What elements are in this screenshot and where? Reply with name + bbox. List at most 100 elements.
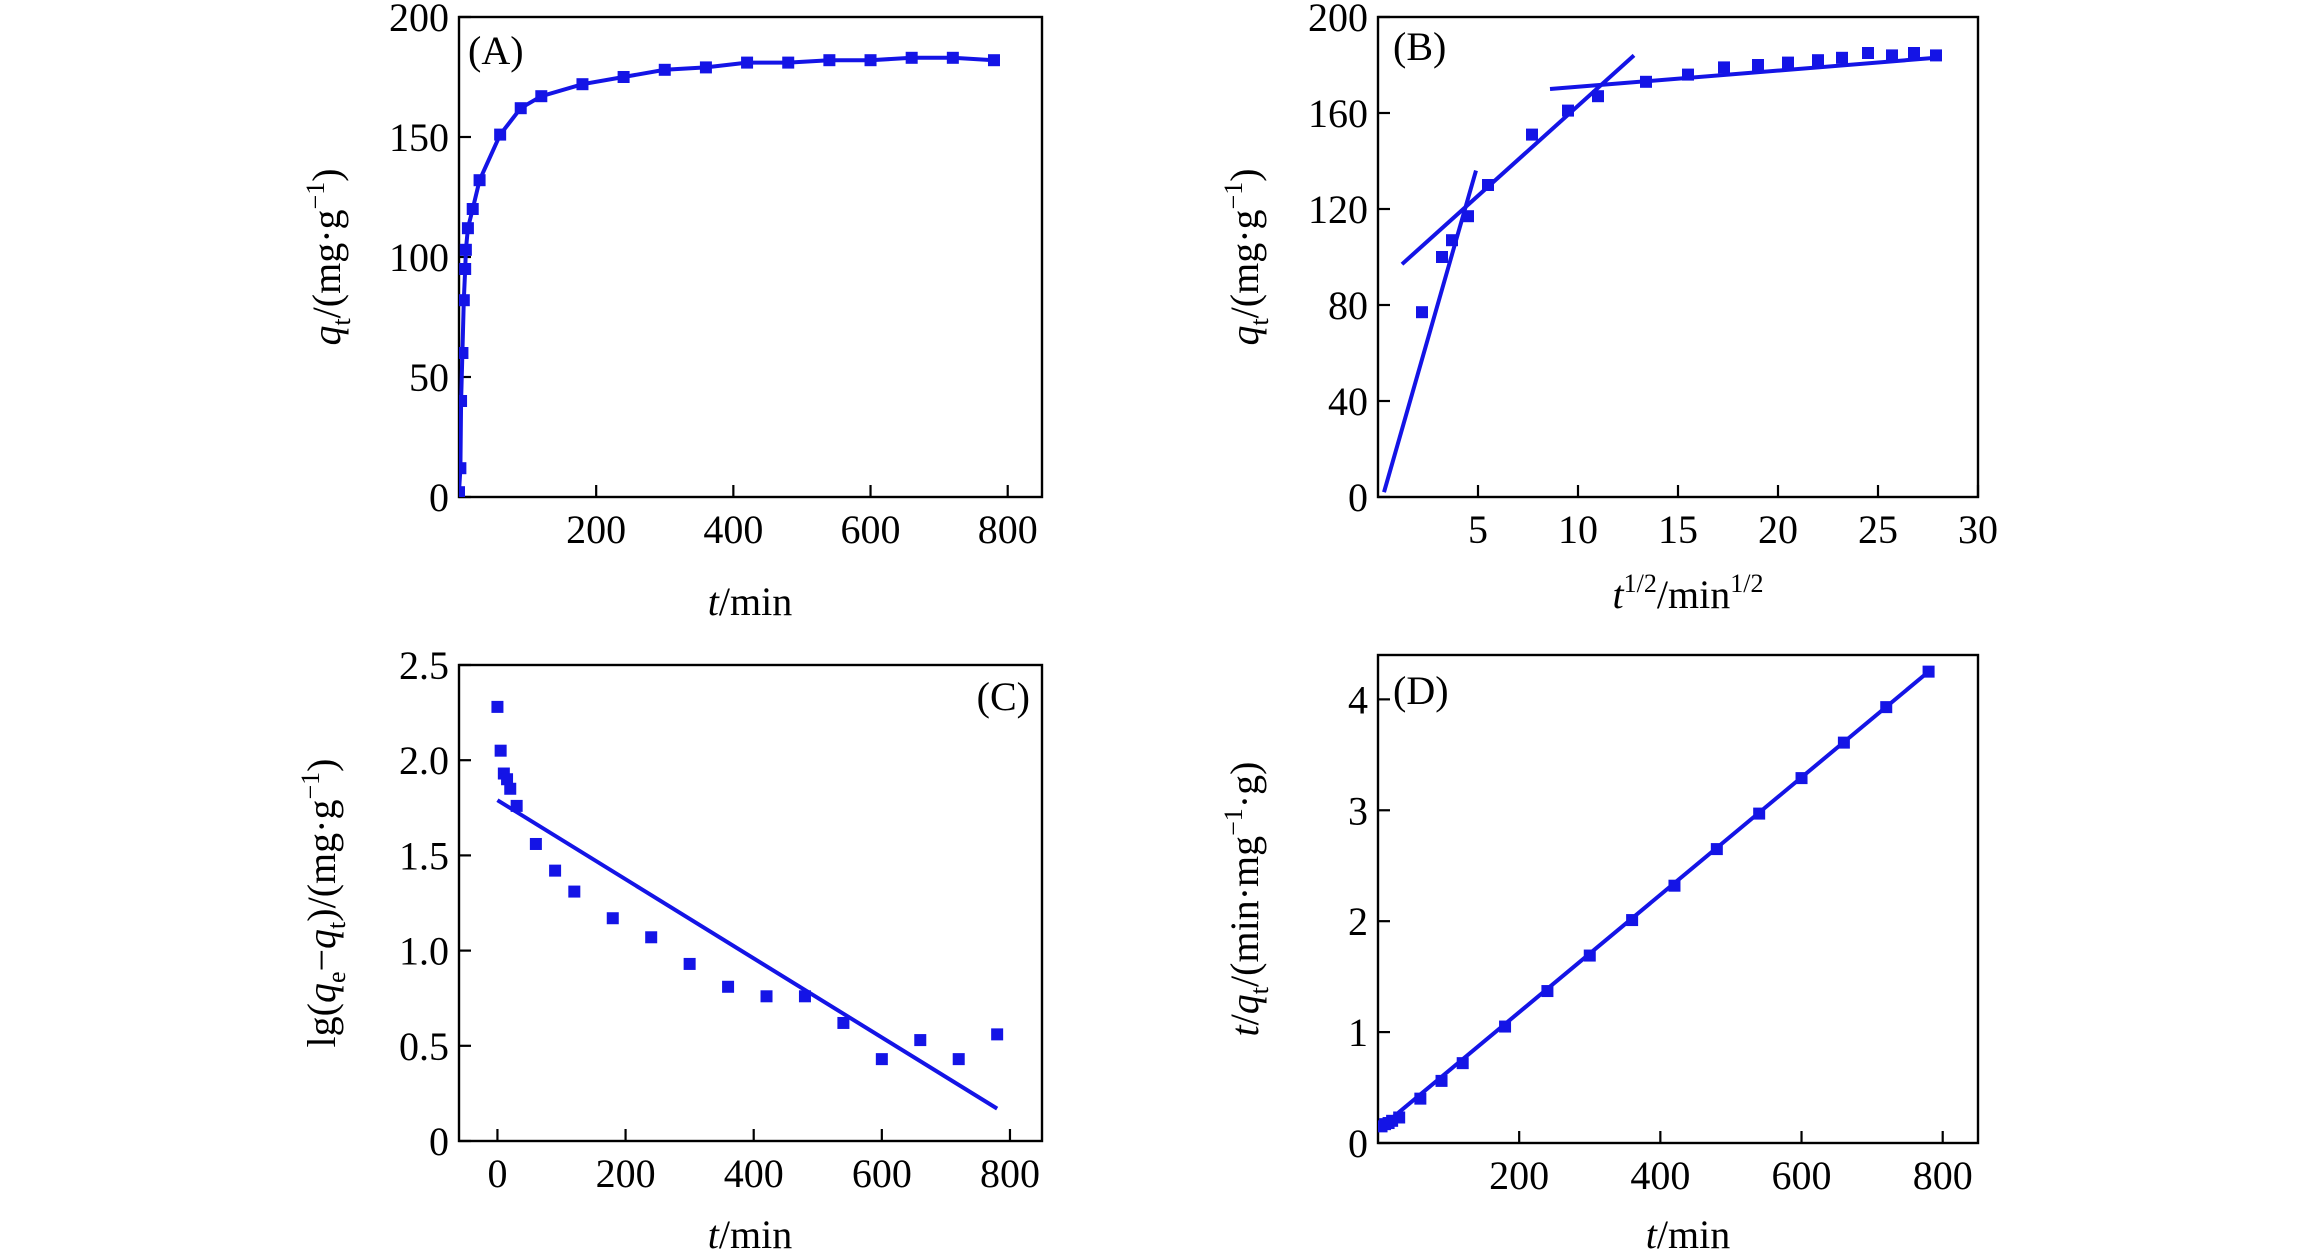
y-axis-title: qt/(mg·g−1) — [1219, 168, 1274, 345]
data-point — [798, 990, 811, 1003]
data-point — [1626, 914, 1639, 927]
x-axis: 200 400 600 800 — [1489, 1131, 1973, 1198]
y-axis-title: t/qt/(min·mg−1·g) — [1219, 762, 1274, 1037]
panel-label: (D) — [1393, 668, 1449, 713]
y-tick-label: 100 — [389, 235, 449, 280]
data-point — [549, 864, 562, 877]
data-point — [1462, 210, 1474, 223]
data-point — [459, 294, 470, 307]
panel-a: 200 400 600 800 0 50 100 150 200 (A) t/min qt/(mg·g… — [301, 0, 1044, 624]
y-tick-label: 40 — [1328, 379, 1368, 424]
y-tick-label: 2.5 — [399, 643, 449, 688]
y-tick-label: 0 — [1348, 475, 1368, 520]
x-tick-label: 30 — [1958, 507, 1998, 552]
y-tick-label: 0 — [429, 1119, 449, 1164]
y-tick-label: 3 — [1348, 788, 1368, 833]
x-tick-label: 5 — [1468, 507, 1488, 552]
data-point — [1668, 879, 1681, 892]
x-tick-label: 800 — [980, 1151, 1040, 1196]
y-tick-label: 1.0 — [399, 929, 449, 974]
data-point — [1562, 104, 1574, 117]
data-point — [991, 1028, 1004, 1041]
data-point — [1837, 736, 1850, 749]
plot-area — [1382, 47, 1942, 493]
data-point — [1753, 807, 1766, 820]
data-point — [1682, 68, 1694, 81]
data-point — [1836, 51, 1848, 64]
data-point — [1583, 949, 1596, 962]
x-tick-label: 800 — [1913, 1153, 1973, 1198]
plot-frame — [457, 15, 1044, 499]
x-axis-title: t1/2/min1/2 — [1613, 569, 1764, 617]
x-axis: 5 10 15 20 25 30 — [1468, 485, 1998, 552]
y-axis-title: lg(qe−qt)/(mg·g−1) — [296, 759, 351, 1048]
x-axis-title: t/min — [1646, 1212, 1730, 1257]
data-point — [946, 51, 959, 64]
y-tick-label: 2 — [1348, 899, 1368, 944]
panel-label: (B) — [1393, 24, 1446, 69]
x-tick-label: 200 — [596, 1151, 656, 1196]
data-point — [1456, 1057, 1469, 1070]
data-point — [1526, 128, 1538, 141]
data-point — [491, 700, 504, 713]
y-tick-label: 120 — [1308, 187, 1368, 232]
data-point — [459, 243, 472, 256]
y-axis-title: qt/(mg·g−1) — [301, 168, 356, 345]
data-point — [645, 931, 658, 944]
data-point — [1435, 1074, 1448, 1087]
x-tick-label: 0 — [487, 1151, 507, 1196]
plot-frame — [1376, 653, 1980, 1145]
data-point — [494, 744, 507, 757]
x-axis-title: t/min — [708, 1212, 792, 1257]
data-point — [1812, 54, 1824, 67]
panel-label: (A) — [468, 28, 524, 73]
panel-label: (C) — [977, 674, 1030, 719]
data-point — [1436, 251, 1448, 263]
y-axis: 0 40 80 120 160 200 — [1308, 0, 1390, 520]
data-point — [510, 799, 523, 812]
y-tick-label: 150 — [389, 115, 449, 160]
data-point — [1886, 49, 1898, 62]
data-point — [914, 1034, 927, 1047]
x-tick-label: 15 — [1658, 507, 1698, 552]
y-tick-label: 80 — [1328, 283, 1368, 328]
x-axis: 0 200 400 600 800 — [487, 1129, 1040, 1196]
y-tick-label: 0.5 — [399, 1024, 449, 1069]
data-point — [1718, 61, 1730, 74]
y-tick-label: 1 — [1348, 1010, 1368, 1055]
y-axis: 0 0.5 1.0 1.5 2.0 2.5 — [399, 643, 471, 1164]
data-point — [514, 102, 527, 115]
data-point — [459, 263, 472, 275]
data-point — [1752, 59, 1764, 71]
data-point — [1446, 234, 1458, 247]
y-tick-label: 2.0 — [399, 738, 449, 783]
plot-frame — [1376, 15, 1980, 499]
x-tick-label: 20 — [1758, 507, 1798, 552]
data-point — [1592, 90, 1604, 103]
data-point — [1416, 306, 1428, 319]
fit-line — [1549, 55, 1937, 91]
panel-b: 5 10 15 20 25 30 0 40 80 120 160 200 (B) t1/2/min1/2 q… — [1219, 0, 1998, 617]
data-point — [473, 174, 486, 187]
panel-d: 200 400 600 800 0 1 2 3 4 (D) t/min t/qt/(min·mg−1·… — [1219, 653, 1980, 1257]
data-point — [864, 54, 877, 67]
data-point — [1930, 49, 1942, 62]
data-point — [494, 128, 507, 141]
data-point — [875, 1053, 888, 1066]
y-tick-label: 1.5 — [399, 833, 449, 878]
x-tick-label: 400 — [1630, 1153, 1690, 1198]
panel-c: 0 200 400 600 800 0 0.5 1.0 1.5 2.0 2.5 (C) t/min lg(… — [296, 643, 1044, 1257]
data-point — [741, 56, 754, 69]
plot-area — [1378, 665, 1935, 1133]
data-point — [529, 837, 542, 850]
data-point — [1880, 701, 1893, 714]
data-point — [1393, 1111, 1406, 1124]
data-point — [722, 980, 735, 993]
data-point — [658, 63, 671, 76]
x-tick-label: 200 — [566, 507, 626, 552]
y-axis: 0 1 2 3 4 — [1348, 677, 1390, 1166]
data-point — [1482, 179, 1494, 191]
y-tick-label: 200 — [389, 0, 449, 40]
data-point — [459, 395, 468, 407]
